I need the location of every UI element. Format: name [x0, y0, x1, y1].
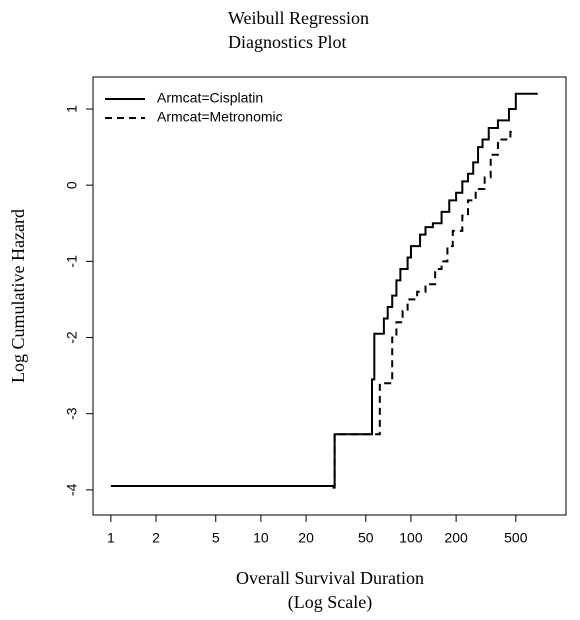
x-tick-label: 100 [399, 530, 423, 546]
chart-title: Diagnostics Plot [228, 32, 347, 52]
x-axis-label: (Log Scale) [288, 592, 372, 613]
y-tick-label: 0 [64, 181, 80, 189]
x-axis-label: Overall Survival Duration [236, 568, 424, 588]
step-line [110, 92, 538, 488]
x-tick-label: 500 [504, 530, 528, 546]
y-axis-label: Log Cumulative Hazard [8, 209, 28, 383]
plot-frame [92, 76, 567, 516]
x-tick-label: 2 [152, 530, 160, 546]
x-tick-label: 200 [444, 530, 468, 546]
x-tick-label: 20 [298, 530, 314, 546]
x-tick-label: 10 [253, 530, 269, 546]
y-tick-label: -4 [64, 483, 80, 496]
y-tick-label: -3 [64, 407, 80, 420]
y-tick-label: 1 [64, 105, 80, 113]
x-tick-label: 50 [358, 530, 374, 546]
y-tick-label: -2 [64, 331, 80, 344]
chart-title: Weibull Regression [228, 8, 369, 28]
legend-label: Armcat=Metronomic [157, 109, 283, 125]
x-tick-label: 5 [212, 530, 220, 546]
x-tick-label: 1 [107, 530, 115, 546]
y-tick-label: -1 [64, 255, 80, 268]
legend-label: Armcat=Cisplatin [157, 90, 263, 106]
